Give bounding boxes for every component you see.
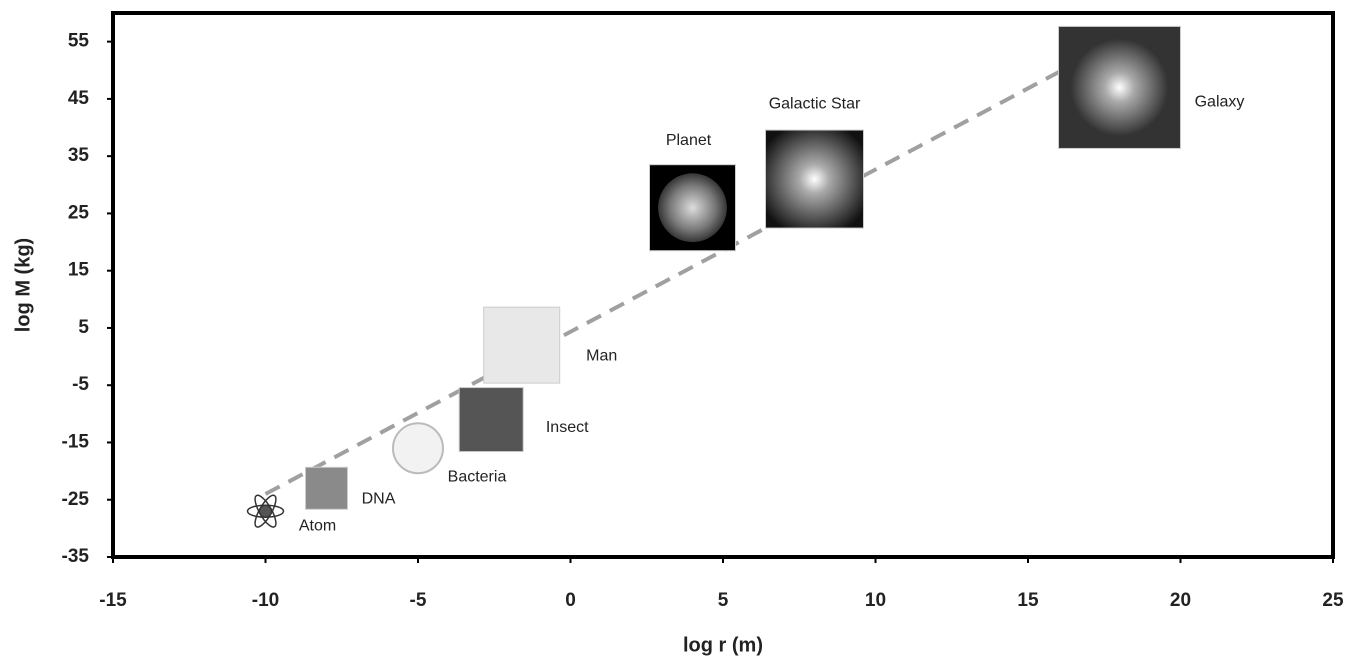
point-label: Galactic Star bbox=[769, 95, 861, 112]
y-tick-label: 15 bbox=[68, 260, 90, 281]
y-tick-label: -25 bbox=[62, 489, 90, 510]
atom-orbit bbox=[254, 494, 277, 528]
y-tick-label: 55 bbox=[68, 31, 90, 52]
atom-orbit bbox=[246, 504, 285, 518]
point-label: Man bbox=[586, 347, 617, 364]
point-label: Galaxy bbox=[1195, 94, 1245, 111]
x-tick-label: 10 bbox=[865, 590, 886, 611]
trend-line bbox=[264, 54, 1090, 496]
x-tick-label: -10 bbox=[252, 590, 279, 611]
x-tick-label: 0 bbox=[565, 590, 576, 611]
y-tick-label: -35 bbox=[62, 546, 90, 567]
x-axis-title: log r (m) bbox=[683, 634, 763, 656]
y-axis-title: log M (kg) bbox=[12, 238, 34, 332]
image-detail bbox=[658, 173, 727, 243]
x-tick-label: 25 bbox=[1322, 590, 1344, 611]
y-tick-label: 25 bbox=[68, 202, 90, 223]
point-image bbox=[305, 466, 348, 510]
point-label: Atom bbox=[299, 517, 336, 534]
point-label: Insect bbox=[546, 419, 589, 436]
y-tick-label: 5 bbox=[78, 317, 89, 338]
point-label: DNA bbox=[362, 491, 396, 508]
x-tick-label: 15 bbox=[1017, 590, 1039, 611]
y-tick-label: 45 bbox=[68, 88, 90, 109]
y-tick-label: 35 bbox=[68, 145, 90, 166]
point-label: Bacteria bbox=[448, 468, 507, 485]
x-tick-label: -5 bbox=[410, 590, 427, 611]
x-tick-label: -15 bbox=[99, 590, 127, 611]
y-tick-label: -5 bbox=[72, 374, 89, 395]
y-tick-label: -15 bbox=[62, 431, 90, 452]
point-label: Planet bbox=[666, 132, 712, 149]
point-image bbox=[392, 422, 444, 475]
point-image bbox=[458, 387, 524, 453]
atom-orbit bbox=[254, 494, 277, 528]
x-tick-label: 20 bbox=[1170, 590, 1191, 611]
image-detail bbox=[1070, 38, 1169, 137]
point-image bbox=[483, 306, 561, 384]
point-image bbox=[765, 129, 864, 229]
x-tick-label: 5 bbox=[718, 590, 729, 611]
